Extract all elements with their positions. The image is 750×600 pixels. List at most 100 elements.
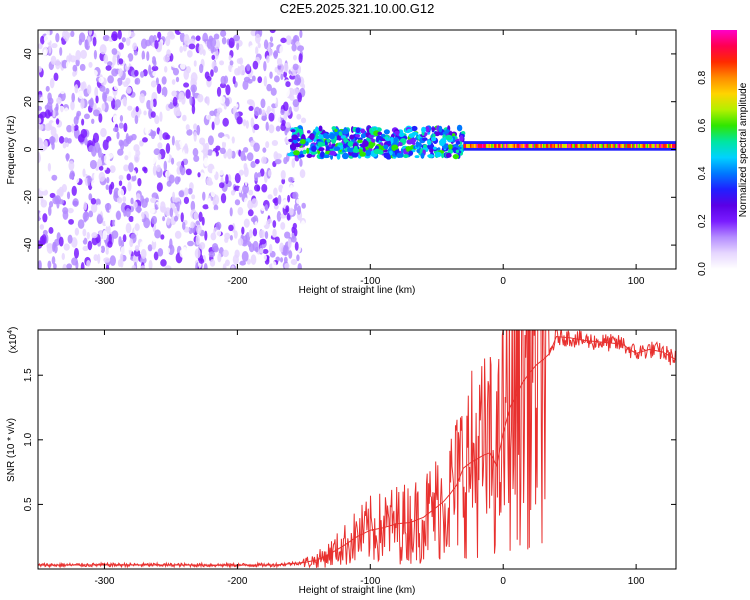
heatmap-cell <box>222 249 229 258</box>
heatmap-cell <box>80 262 85 269</box>
heatmap-cell <box>244 131 249 139</box>
heatmap-cell <box>399 138 407 144</box>
heatmap-cell <box>166 217 171 226</box>
heatmap-cell <box>62 207 69 215</box>
heatmap-cell <box>225 97 230 107</box>
heatmap-cell <box>252 132 256 141</box>
heatmap-cell <box>98 165 104 171</box>
heatmap-cell <box>189 95 193 106</box>
heatmap-cell <box>141 50 146 61</box>
heatmap-cell <box>70 100 75 111</box>
heatmap-cell <box>389 150 393 155</box>
heatmap-cell <box>206 96 210 106</box>
heatmap-cell <box>104 203 112 211</box>
heatmap-cell <box>257 172 262 178</box>
heatmap-cell <box>250 254 257 265</box>
heatmap-cell <box>423 144 428 148</box>
heatmap-cell <box>247 241 252 248</box>
heatmap-cell <box>127 105 133 111</box>
heatmap-cell <box>179 62 186 70</box>
heatmap-cell <box>171 79 176 85</box>
heatmap-cell <box>66 44 74 53</box>
heatmap-cell <box>48 43 52 54</box>
heatmap-cell <box>68 160 75 171</box>
heatmap-cell <box>211 242 219 252</box>
heatmap-cell <box>111 48 118 56</box>
heatmap-cell <box>88 210 94 218</box>
heatmap-cell <box>106 61 113 67</box>
heatmap-cell <box>213 65 219 73</box>
heatmap-cell <box>254 172 259 182</box>
heatmap-cell <box>73 247 79 259</box>
heatmap-cell <box>196 144 204 152</box>
heatmap-cell <box>56 129 63 136</box>
heatmap-cell <box>62 263 67 269</box>
colorbar: 0.0 0.2 0.4 0.6 0.8 Normalized spectral ampl… <box>697 30 749 276</box>
heatmap-cell <box>387 141 391 145</box>
heatmap-cell <box>272 220 277 228</box>
heatmap-cell <box>234 199 241 206</box>
snr-scale-label: (x104) <box>7 327 19 354</box>
heatmap-cell <box>118 42 124 50</box>
heatmap-cell <box>349 134 355 140</box>
heatmap-cell <box>150 111 156 118</box>
heatmap-cell <box>283 62 289 73</box>
heatmap-cell <box>341 152 349 160</box>
heatmap-cell <box>172 96 178 107</box>
heatmap-x-tick-label: 0 <box>500 276 506 287</box>
heatmap-cell <box>117 188 125 198</box>
heatmap-cell <box>80 49 88 60</box>
heatmap-cell <box>248 105 254 112</box>
heatmap-cell <box>88 193 93 201</box>
heatmap-cell <box>209 110 215 117</box>
colorbar-tick-label: 0.0 <box>697 262 708 276</box>
heatmap-cell <box>280 37 287 44</box>
heatmap-cell <box>81 118 85 126</box>
heatmap-cell <box>118 68 123 77</box>
heatmap-cell <box>72 71 77 77</box>
heatmap-cell <box>430 136 437 142</box>
heatmap-cell <box>75 59 80 67</box>
heatmap-cell <box>112 115 119 124</box>
heatmap-x-label: Height of straight line (km) <box>299 285 416 296</box>
heatmap-cell <box>129 238 134 248</box>
heatmap-cell <box>380 133 386 138</box>
heatmap-cell <box>347 141 354 147</box>
heatmap-cell <box>206 75 212 82</box>
heatmap-cell <box>272 261 277 269</box>
heatmap-cell <box>289 184 294 194</box>
heatmap-cell <box>139 241 145 250</box>
heatmap-cell <box>238 186 242 193</box>
heatmap-cell <box>118 174 124 181</box>
heatmap-cell <box>334 128 338 132</box>
colorbar-ticks: 0.0 0.2 0.4 0.6 0.8 <box>697 70 708 276</box>
heatmap-x-tick-label: 100 <box>628 276 645 287</box>
heatmap-cell <box>294 75 299 83</box>
heatmap-cell <box>39 211 43 219</box>
heatmap-cell <box>237 238 244 246</box>
heatmap-cell <box>300 220 306 229</box>
heatmap-cell <box>190 221 195 229</box>
heatmap-cell <box>106 176 110 184</box>
heatmap-cell <box>273 50 278 60</box>
heatmap-cell <box>164 265 172 269</box>
heatmap-cell <box>371 138 376 143</box>
heatmap-cell <box>187 50 193 58</box>
heatmap-cell <box>267 169 272 177</box>
heatmap-cell <box>112 127 119 133</box>
heatmap-cell <box>126 57 130 67</box>
heatmap-cell <box>298 53 303 64</box>
heatmap-cell <box>146 51 150 62</box>
heatmap-cell <box>42 213 48 223</box>
heatmap-cell <box>95 95 99 104</box>
heatmap-cell <box>300 138 306 145</box>
heatmap-cell <box>38 139 44 149</box>
heatmap-cell <box>229 60 234 66</box>
heatmap-cell <box>260 219 267 226</box>
heatmap-cell <box>145 197 149 203</box>
heatmap-cell <box>280 169 286 180</box>
heatmap-cell <box>111 98 116 110</box>
snr-scale-base: (x10 <box>8 333 19 353</box>
heatmap-cell <box>125 36 131 46</box>
heatmap-cell <box>140 248 147 259</box>
